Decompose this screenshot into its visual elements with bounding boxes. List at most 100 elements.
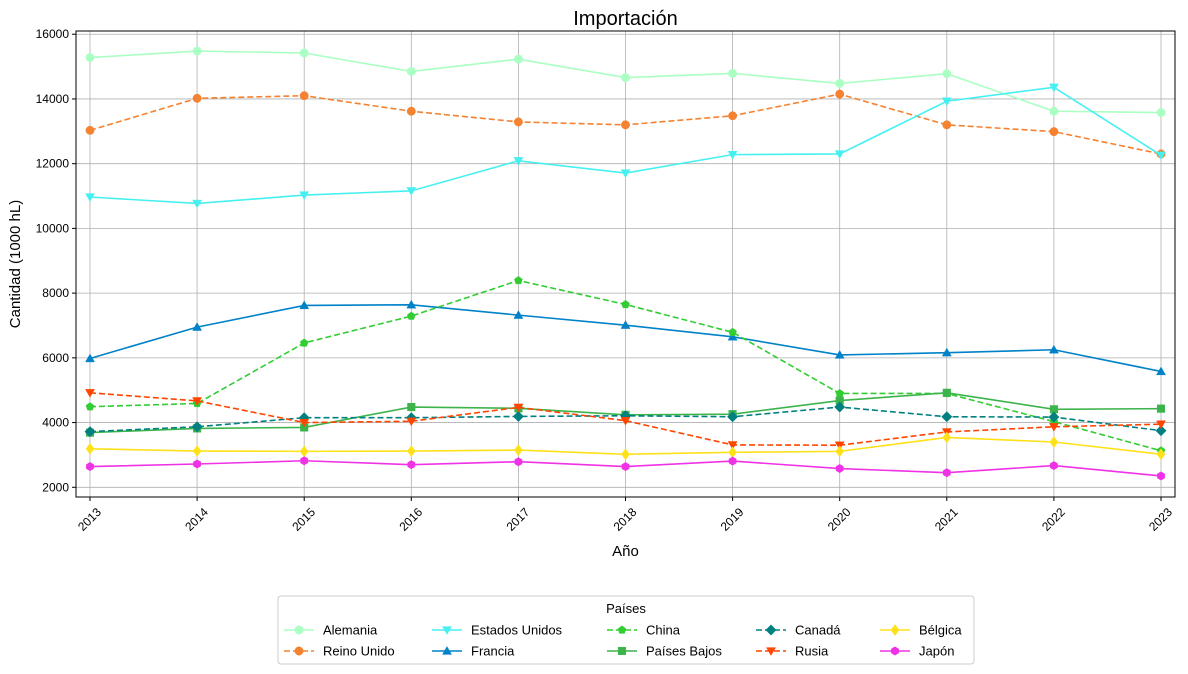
data-point xyxy=(406,187,417,196)
data-point xyxy=(513,157,524,166)
x-tick-label: 2013 xyxy=(75,505,104,534)
y-axis-title: Cantidad (1000 hL) xyxy=(7,200,24,328)
legend-marker xyxy=(766,647,776,656)
data-point xyxy=(84,426,96,438)
series-line-rusia xyxy=(89,392,1162,447)
y-tick-label: 8000 xyxy=(42,286,69,300)
data-point xyxy=(299,418,310,428)
data-point xyxy=(728,456,737,466)
data-point xyxy=(85,53,95,62)
series-japon xyxy=(86,456,1165,481)
data-point xyxy=(621,448,630,461)
data-point xyxy=(1049,436,1059,448)
data-point xyxy=(1049,106,1059,116)
legend-marker xyxy=(890,624,900,636)
data-point xyxy=(1048,344,1059,354)
data-point xyxy=(299,300,310,310)
x-tick-label: 2016 xyxy=(396,505,425,534)
data-point xyxy=(621,120,630,130)
data-point xyxy=(1156,151,1166,161)
data-point xyxy=(513,403,524,413)
legend-item-francia: Francia xyxy=(432,644,515,659)
data-point xyxy=(727,441,738,450)
y-tick-label: 2000 xyxy=(42,480,69,494)
data-point xyxy=(941,347,952,357)
grid xyxy=(76,31,1175,497)
data-point xyxy=(1048,423,1059,432)
data-point xyxy=(942,468,951,478)
legend-item-belgica: Bélgica xyxy=(880,623,962,638)
data-point xyxy=(621,73,630,83)
data-point xyxy=(942,431,952,444)
data-point xyxy=(406,445,416,457)
legend-item-paises-bajos: Países Bajos xyxy=(607,644,722,659)
series-alemania xyxy=(85,46,1166,118)
x-tick-label: 2018 xyxy=(611,505,640,534)
data-point xyxy=(942,69,952,79)
legend-item-reino-unido: Reino Unido xyxy=(284,644,395,659)
data-point xyxy=(192,93,202,103)
y-tick-label: 6000 xyxy=(42,351,69,365)
data-point xyxy=(834,401,846,413)
data-point xyxy=(86,462,94,472)
data-point xyxy=(299,48,309,58)
data-point xyxy=(835,78,845,88)
data-point xyxy=(728,446,737,459)
data-point xyxy=(513,117,523,127)
legend: Países Alemania Reino Unido Estados Unidos… xyxy=(277,595,975,665)
data-point xyxy=(407,402,416,412)
data-point xyxy=(192,199,203,209)
data-point xyxy=(727,331,738,341)
data-point xyxy=(1048,411,1060,423)
data-point xyxy=(514,457,523,467)
data-point xyxy=(727,150,738,160)
data-point xyxy=(621,462,630,472)
y-tick-label: 4000 xyxy=(42,416,69,430)
x-tick-label: 2017 xyxy=(504,505,533,534)
legend-label: Canadá xyxy=(795,623,841,638)
data-point xyxy=(1156,404,1166,413)
data-point xyxy=(1050,461,1058,471)
x-tick-label: 2022 xyxy=(1039,505,1068,534)
data-point xyxy=(513,310,524,319)
data-point xyxy=(513,54,523,64)
series-belgica xyxy=(85,431,1166,461)
data-point xyxy=(728,68,738,78)
x-tick-label: 2023 xyxy=(1146,505,1175,534)
legend-label: China xyxy=(646,623,681,638)
legend-item-china: China xyxy=(607,623,681,638)
series-china xyxy=(85,275,1166,455)
data-point xyxy=(406,106,416,116)
legend-marker xyxy=(617,625,627,634)
data-point xyxy=(406,67,416,76)
data-point xyxy=(300,456,309,466)
data-point xyxy=(1155,425,1167,437)
series-francia xyxy=(85,299,1166,376)
legend-title: Países xyxy=(606,601,646,616)
legend-item-alemania: Alemania xyxy=(284,623,378,638)
data-point xyxy=(193,459,201,469)
x-tick-label: 2021 xyxy=(932,505,961,534)
x-axis-title: Año xyxy=(612,543,639,560)
series-layer xyxy=(84,46,1167,481)
legend-label: Rusia xyxy=(795,644,829,659)
legend-label: Reino Unido xyxy=(323,644,395,659)
legend-label: Países Bajos xyxy=(646,644,722,659)
data-point xyxy=(941,97,952,107)
data-point xyxy=(85,193,95,202)
legend-marker xyxy=(442,626,452,635)
data-point xyxy=(620,320,631,329)
data-point xyxy=(1157,471,1165,481)
data-point xyxy=(192,397,203,406)
data-point xyxy=(835,89,845,99)
data-point xyxy=(407,311,416,320)
legend-label: Bélgica xyxy=(919,623,962,638)
data-point xyxy=(620,416,631,426)
data-point xyxy=(299,191,310,200)
legend-marker xyxy=(294,646,304,656)
legend-label: Francia xyxy=(471,644,515,659)
data-point xyxy=(1156,448,1166,461)
data-point xyxy=(85,402,95,411)
data-point xyxy=(85,125,95,135)
